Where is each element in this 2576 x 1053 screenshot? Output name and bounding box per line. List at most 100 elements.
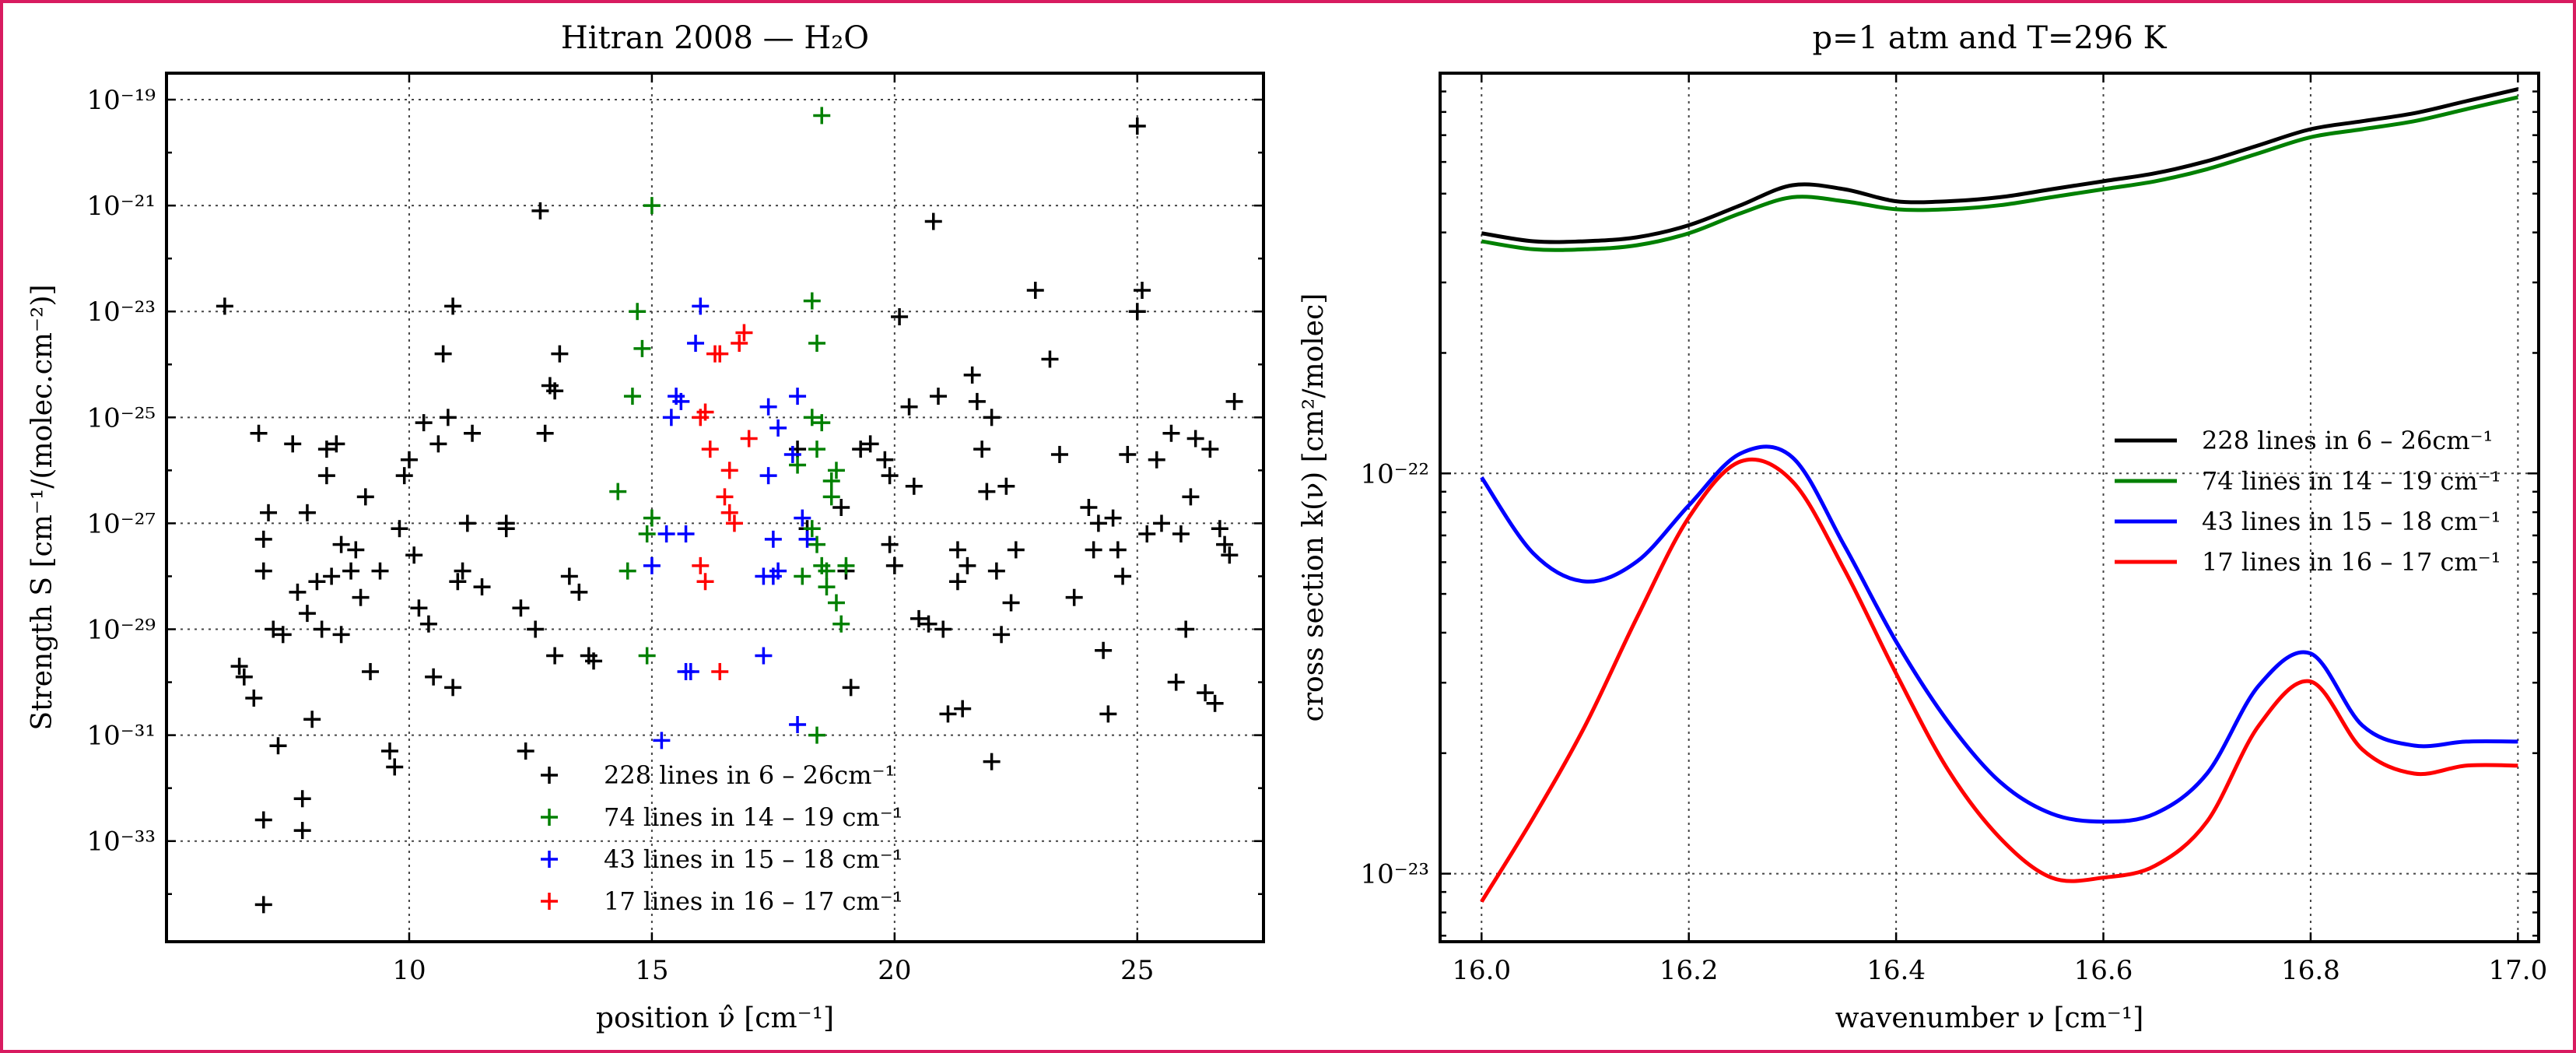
point-series-0	[551, 345, 569, 363]
point-series-0	[265, 620, 282, 638]
point-series-0	[419, 615, 437, 633]
point-series-3	[720, 462, 738, 479]
point-series-1	[837, 556, 855, 574]
point-series-1	[643, 197, 661, 215]
right-axes-frame	[1439, 72, 2540, 943]
left-x-axis-label: position ν̂ [cm⁻¹]	[596, 1002, 834, 1034]
point-series-0	[910, 609, 928, 627]
point-series-2	[692, 297, 710, 315]
point-series-0	[298, 504, 316, 521]
left-ytick-label: 10⁻²³	[87, 297, 156, 328]
point-series-0	[1221, 546, 1239, 564]
point-series-0	[1216, 535, 1234, 553]
point-series-2	[672, 392, 690, 410]
point-series-3	[711, 662, 729, 680]
point-series-2	[783, 445, 801, 463]
point-series-0	[293, 790, 311, 808]
point-series-3	[701, 441, 719, 458]
left-ytick-label: 10⁻³¹	[87, 721, 156, 752]
point-series-1	[643, 509, 661, 527]
right-xtick-label: 17.0	[2489, 955, 2548, 986]
point-series-0	[1109, 541, 1127, 559]
point-series-2	[653, 732, 671, 749]
point-series-1	[808, 441, 826, 458]
point-series-0	[924, 212, 942, 230]
right-y-axis-label: cross section k(ν) [cm²/molec]	[1298, 293, 1330, 722]
point-series-0	[852, 441, 870, 458]
point-series-3	[711, 345, 729, 363]
point-series-0	[939, 705, 957, 723]
point-series-1	[808, 726, 826, 744]
point-series-0	[429, 435, 447, 453]
point-series-0	[284, 435, 302, 453]
point-series-0	[1085, 541, 1102, 559]
point-series-0	[978, 483, 996, 500]
point-series-0	[254, 896, 272, 914]
point-series-0	[497, 520, 515, 538]
point-series-0	[410, 599, 428, 617]
point-series-0	[269, 737, 287, 755]
point-series-0	[293, 822, 311, 840]
left-xtick-label: 25	[1120, 955, 1154, 986]
point-series-0	[1148, 451, 1165, 469]
point-series-2	[677, 525, 695, 543]
point-series-0	[1065, 588, 1083, 606]
left-ytick-label: 10⁻¹⁹	[87, 85, 156, 116]
point-series-0	[1197, 684, 1214, 702]
point-series-2	[657, 525, 675, 543]
series-line-0	[1481, 87, 2518, 244]
left-ytick-label: 10⁻²⁵	[87, 402, 156, 433]
point-series-0	[1152, 514, 1170, 532]
left-ytick-label: 10⁻²¹	[87, 191, 156, 222]
point-series-0	[473, 578, 491, 596]
point-series-0	[531, 202, 549, 219]
point-series-0	[1104, 509, 1122, 527]
point-series-0	[274, 626, 292, 644]
point-series-0	[546, 647, 564, 665]
left-xtick-label: 20	[878, 955, 911, 986]
point-series-0	[963, 366, 981, 384]
left-legend-item: 74 lines in 14 – 19 cm⁻¹	[541, 802, 902, 832]
point-series-0	[332, 626, 350, 644]
point-series-0	[230, 658, 248, 676]
point-series-0	[1095, 641, 1113, 659]
point-series-0	[347, 541, 365, 559]
point-series-1	[623, 388, 641, 405]
point-series-0	[250, 424, 268, 442]
left-panel: 10 15 20 25 10⁻¹⁹ 10⁻²¹ 10⁻²³ 10⁻²⁵ 10⁻²⁷ 10⁻²⁹ 10…	[26, 20, 1265, 1034]
point-series-0	[216, 297, 233, 315]
point-series-1	[789, 456, 807, 474]
point-series-0	[1182, 488, 1200, 506]
point-series-3	[696, 403, 714, 421]
point-series-0	[536, 424, 554, 442]
point-series-1	[827, 594, 845, 612]
point-series-3	[720, 504, 738, 521]
point-series-1	[827, 462, 845, 479]
point-series-0	[585, 652, 603, 670]
point-series-0	[454, 562, 471, 580]
point-series-0	[235, 668, 253, 686]
point-series-0	[245, 689, 263, 707]
point-series-0	[512, 599, 530, 617]
right-legend-label: 228 lines in 6 – 26cm⁻¹	[2202, 426, 2493, 455]
point-series-2	[789, 388, 807, 405]
point-series-0	[400, 451, 418, 469]
right-legend-label: 43 lines in 15 – 18 cm⁻¹	[2202, 507, 2501, 536]
point-series-0	[920, 615, 938, 633]
right-xtick-label: 16.4	[1866, 955, 1926, 986]
right-xtick-label: 16.2	[1660, 955, 1719, 986]
right-legend-label: 17 lines in 16 – 17 cm⁻¹	[2202, 547, 2501, 577]
point-series-0	[983, 409, 1001, 426]
point-series-0	[371, 562, 389, 580]
right-legend-item: 17 lines in 16 – 17 cm⁻¹	[2115, 547, 2501, 577]
point-series-0	[997, 477, 1015, 495]
right-xtick-label: 16.0	[1452, 955, 1511, 986]
point-series-1	[803, 520, 821, 538]
point-series-0	[948, 573, 966, 591]
point-series-0	[1041, 350, 1059, 368]
left-y-axis-label: Strength S [cm⁻¹/(molec.cm⁻²)]	[26, 284, 58, 730]
left-legend-item: 17 lines in 16 – 17 cm⁻¹	[541, 886, 902, 916]
point-series-1	[803, 292, 821, 310]
point-series-0	[881, 535, 899, 553]
point-series-1	[813, 414, 831, 432]
